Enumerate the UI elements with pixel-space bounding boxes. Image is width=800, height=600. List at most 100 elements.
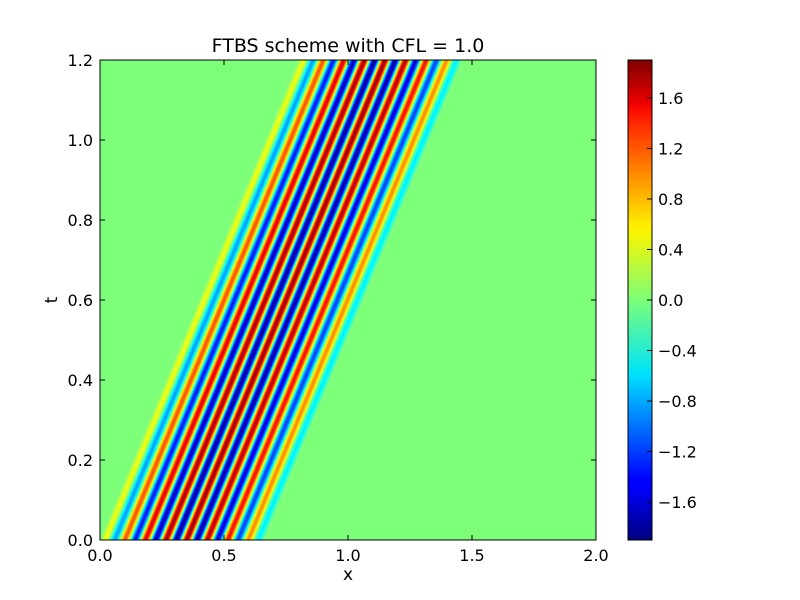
wave-band <box>116 60 316 540</box>
wave-band <box>136 60 337 540</box>
wave-band <box>205 60 405 540</box>
chart-title: FTBS scheme with CFL = 1.0 <box>212 35 485 57</box>
wave-band <box>233 60 433 540</box>
wave-band <box>160 60 361 540</box>
wave-band <box>222 60 423 540</box>
wave-band <box>200 60 400 540</box>
wave-band <box>100 60 301 540</box>
wave-band <box>250 60 450 540</box>
wave-band <box>125 60 326 540</box>
wave-band <box>239 60 440 540</box>
wave-band <box>153 60 353 540</box>
wave-band <box>217 60 417 540</box>
wave-band <box>184 60 384 540</box>
wave-band <box>111 60 311 540</box>
wave-band <box>242 60 442 540</box>
wave-band <box>107 60 307 540</box>
wave-band <box>166 60 367 540</box>
wave-band <box>132 60 332 540</box>
wave-band <box>139 60 339 540</box>
wave-band <box>264 60 465 540</box>
wave-band <box>236 60 437 540</box>
wave-band <box>203 60 404 540</box>
wave-band <box>201 60 401 540</box>
wave-band <box>118 60 319 540</box>
wave-band <box>179 60 380 540</box>
wave-band <box>229 60 429 540</box>
wave-band <box>256 60 456 540</box>
wave-band <box>113 60 313 540</box>
wave-band <box>227 60 428 540</box>
wave-band <box>156 60 356 540</box>
wave-band <box>245 60 446 540</box>
wave-band <box>184 60 385 540</box>
wave-band <box>207 60 407 540</box>
wave-band <box>174 60 374 540</box>
wave-band <box>170 60 371 540</box>
wave-band <box>134 60 335 540</box>
wave-band <box>163 60 364 540</box>
wave-band <box>148 60 348 540</box>
wave-band <box>253 60 453 540</box>
wave-band <box>147 60 347 540</box>
wave-band <box>115 60 315 540</box>
wave-band <box>224 60 425 540</box>
wave-band <box>131 60 332 540</box>
wave-band <box>223 60 423 540</box>
wave-band <box>193 60 393 540</box>
wave-band <box>206 60 406 540</box>
wave-band <box>189 60 389 540</box>
wave-band <box>110 60 310 540</box>
wave-band <box>254 60 455 540</box>
wave-band <box>143 60 344 540</box>
wave-band <box>245 60 445 540</box>
x-tick-label: 1.5 <box>459 546 484 565</box>
wave-band <box>169 60 369 540</box>
wave-band <box>155 60 356 540</box>
wave-band <box>214 60 414 540</box>
y-tick-label: 0.0 <box>68 531 93 550</box>
wave-band <box>231 60 432 540</box>
wave-band <box>221 60 422 540</box>
wave-band <box>109 60 310 540</box>
wave-band <box>183 60 383 540</box>
wave-band <box>238 60 438 540</box>
y-tick-label: 0.8 <box>68 211 93 230</box>
plot-area: 0.0 0.5 1.0 1.5 2.0 0.0 0.2 0.4 0.6 0.8 1.0 1.2 <box>68 51 609 565</box>
wave-band <box>141 60 341 540</box>
wave-band <box>144 60 344 540</box>
wave-band <box>224 60 424 540</box>
wave-band <box>154 60 355 540</box>
wave-band <box>126 60 326 540</box>
wave-band <box>215 60 416 540</box>
wave-band <box>194 60 395 540</box>
wave-band <box>172 60 373 540</box>
colorbar-tick-label: 0.8 <box>658 190 683 209</box>
wave-band <box>101 60 301 540</box>
colorbar-tick-label: −0.8 <box>658 392 697 411</box>
wave-band <box>237 60 438 540</box>
wave-band <box>149 60 350 540</box>
wave-band <box>235 60 435 540</box>
wave-band <box>218 60 419 540</box>
wave-band <box>137 60 338 540</box>
x-tick-label: 1.0 <box>335 546 360 565</box>
wave-band <box>130 60 331 540</box>
wave-band <box>190 60 391 540</box>
wave-band <box>102 60 302 540</box>
wave-band <box>165 60 365 540</box>
wave-band <box>118 60 318 540</box>
wave-band <box>219 60 420 540</box>
wave-band <box>104 60 304 540</box>
colorbar-tick-label: 0.4 <box>658 240 683 259</box>
wave-band <box>169 60 370 540</box>
y-tick-label: 1.0 <box>68 131 93 150</box>
wave-band <box>117 60 317 540</box>
x-tick-label: 0.0 <box>87 546 112 565</box>
wave-band <box>178 60 379 540</box>
wave-band <box>157 60 357 540</box>
wave-band <box>175 60 375 540</box>
wave-band <box>154 60 354 540</box>
wave-band <box>103 60 304 540</box>
wave-band <box>109 60 309 540</box>
